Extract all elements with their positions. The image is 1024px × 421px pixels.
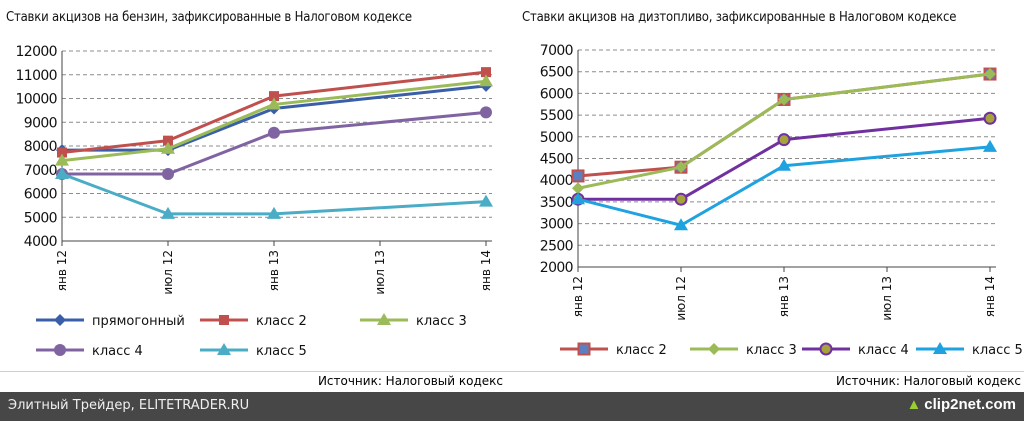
legend-marker-2 xyxy=(708,343,720,355)
legend-label-3: класс 3 xyxy=(416,314,467,329)
footer-divider xyxy=(0,371,1024,372)
legend-label-2: класс 3 xyxy=(746,343,797,358)
series-point-3 xyxy=(267,97,281,110)
x-tick-label: июл 13 xyxy=(880,276,894,321)
series-point-2 xyxy=(163,135,173,146)
y-tick-label: 10000 xyxy=(15,92,57,108)
series-point-5 xyxy=(161,206,175,219)
series-point-2 xyxy=(269,91,279,102)
series-point-4 xyxy=(674,218,688,231)
x-tick-label: июл 12 xyxy=(161,250,175,295)
gasoline-excise-chart: 4000 5000 6000 7000 8000 9000 10000 11000 12000 я… xyxy=(15,44,493,359)
legend-marker-3 xyxy=(819,342,833,356)
y-tick-label: 2500 xyxy=(540,238,573,254)
y-tick-label: 4000 xyxy=(24,234,57,250)
footer-bar: Элитный Трейдер, ELITETRADER.RU ▲ clip2ne… xyxy=(0,392,1024,421)
series-point-2 xyxy=(778,93,790,106)
series-point-4 xyxy=(480,106,492,119)
diesel-excise-chart: 2000 2500 3000 3500 4000 4500 5000 5500 6000 6500… xyxy=(540,43,1023,358)
series-line-1 xyxy=(62,84,487,152)
series-point-3 xyxy=(55,153,69,166)
footer-brand[interactable]: ▲ clip2net.com xyxy=(906,396,1016,413)
x-tick-label: янв 12 xyxy=(55,250,69,291)
series-line-4 xyxy=(62,110,487,176)
series-line-3 xyxy=(578,116,991,201)
y-tick-label: 2000 xyxy=(540,260,573,276)
series-line-2 xyxy=(577,72,991,190)
series-line-2 xyxy=(61,70,487,155)
series-point-2 xyxy=(481,67,491,78)
series-point-4 xyxy=(777,158,791,171)
y-tick-label: 4000 xyxy=(540,173,573,189)
series-point-3 xyxy=(777,133,791,147)
y-tick-label: 5000 xyxy=(540,130,573,146)
y-tick-label: 6000 xyxy=(540,86,573,102)
footer-brand-label: clip2net.com xyxy=(924,396,1016,413)
series-point-3 xyxy=(161,141,175,154)
series-point-1 xyxy=(571,169,585,183)
series-point-5 xyxy=(479,194,493,207)
y-tick-label: 3000 xyxy=(540,217,573,233)
series-point-3 xyxy=(674,192,688,206)
series-point-4 xyxy=(571,192,585,205)
legend-marker-2 xyxy=(219,315,229,325)
x-tick-label: янв 14 xyxy=(479,250,493,291)
legend-marker-1 xyxy=(577,342,591,356)
source-note-left: Источник: Налоговый кодекс xyxy=(317,374,503,388)
legend-marker-4 xyxy=(933,342,947,354)
y-tick-label: 3500 xyxy=(540,195,573,211)
x-tick-label: янв 13 xyxy=(267,250,281,291)
series-point-2 xyxy=(57,147,67,158)
series-line-3 xyxy=(61,79,487,163)
x-tick-label: янв 13 xyxy=(777,276,791,317)
y-tick-label: 8000 xyxy=(24,139,57,155)
legend-label-3: класс 4 xyxy=(858,343,909,358)
y-tick-label: 6500 xyxy=(540,65,573,81)
chart-title-gasoline: Ставки акцизов на бензин, зафиксированны… xyxy=(6,10,412,25)
series-point-2 xyxy=(675,161,687,174)
series-point-2 xyxy=(984,68,996,81)
y-tick-label: 9000 xyxy=(24,115,57,131)
x-tick-label: янв 14 xyxy=(983,276,997,317)
legend-label-4: класс 4 xyxy=(92,344,143,359)
chart-title-diesel: Ставки акцизов на дизтопливо, зафиксиров… xyxy=(522,10,957,25)
y-tick-label: 5500 xyxy=(540,108,573,124)
series-point-3 xyxy=(479,74,493,87)
series-point-5 xyxy=(55,166,69,179)
y-tick-label: 7000 xyxy=(540,43,573,59)
legend-marker-1 xyxy=(54,314,66,326)
x-tick-label: июл 13 xyxy=(373,250,387,295)
y-tick-label: 11000 xyxy=(15,68,57,84)
legend-marker-4 xyxy=(54,344,66,356)
series-point-4 xyxy=(268,126,280,139)
series-line-4 xyxy=(577,145,991,227)
legend-marker-5 xyxy=(217,343,231,355)
series-point-3 xyxy=(983,111,997,125)
series-point-4 xyxy=(983,139,997,152)
x-tick-label: июл 12 xyxy=(674,276,688,321)
legend-label-1: прямогонный xyxy=(92,314,185,329)
legend-label-1: класс 2 xyxy=(616,343,667,358)
series-point-5 xyxy=(267,206,281,219)
y-tick-label: 4500 xyxy=(540,152,573,168)
source-note-right: Источник: Налоговый кодекс xyxy=(835,374,1021,388)
x-tick-label: янв 12 xyxy=(571,276,585,317)
series-line-5 xyxy=(61,172,487,216)
legend-marker-3 xyxy=(377,313,391,325)
clip2net-logo-icon: ▲ xyxy=(906,396,922,413)
y-tick-label: 7000 xyxy=(24,163,57,179)
y-tick-label: 5000 xyxy=(24,210,57,226)
series-point-4 xyxy=(162,167,174,180)
series-point-2 xyxy=(572,182,584,195)
legend-label-2: класс 2 xyxy=(256,314,307,329)
legend-label-4: класс 5 xyxy=(972,343,1023,358)
y-tick-label: 12000 xyxy=(15,44,57,60)
legend-label-5: класс 5 xyxy=(256,344,307,359)
footer-site-name[interactable]: Элитный Трейдер, ELITETRADER.RU xyxy=(8,398,250,413)
y-tick-label: 6000 xyxy=(24,187,57,203)
